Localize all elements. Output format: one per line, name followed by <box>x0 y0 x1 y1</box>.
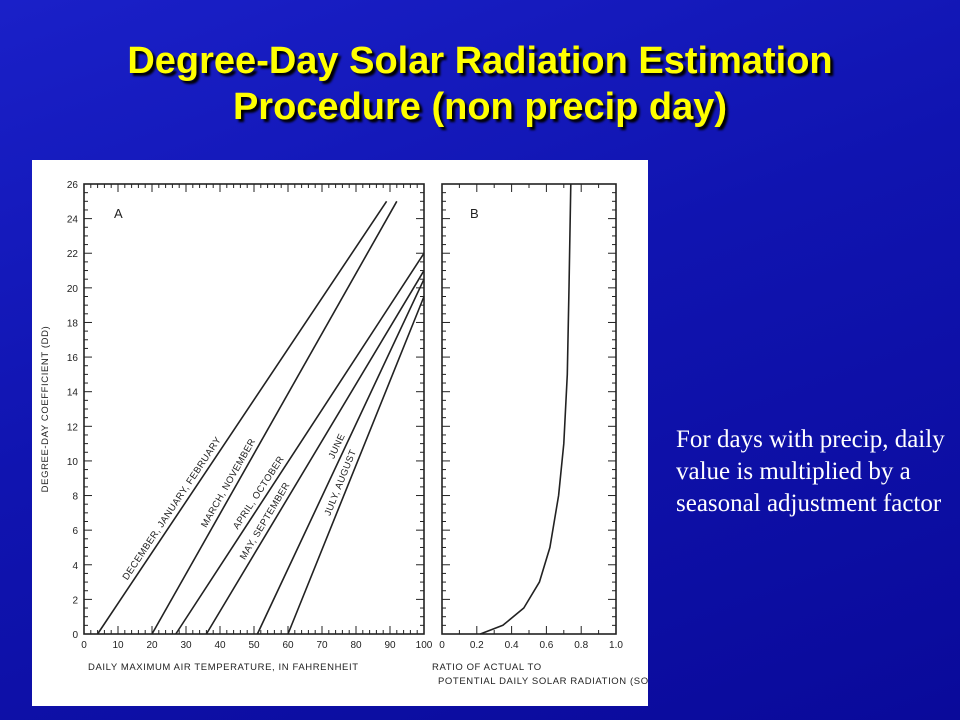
x-tick-label: 1.0 <box>609 640 623 651</box>
x-tick-label: 40 <box>214 640 226 651</box>
y-tick-label: 26 <box>67 180 79 191</box>
series-line <box>205 270 425 635</box>
y-tick-label: 2 <box>72 595 78 606</box>
x-axis-label-b: POTENTIAL DAILY SOLAR RADIATION (SOLF) <box>438 676 648 687</box>
series-line <box>175 252 425 635</box>
x-tick-label: 0 <box>439 640 445 651</box>
x-axis-label-b: RATIO OF ACTUAL TO <box>432 662 542 673</box>
x-tick-label: 0.4 <box>505 640 519 651</box>
slide-title-line-1: Degree-Day Solar Radiation Estimation <box>127 40 833 82</box>
y-tick-label: 24 <box>67 215 79 226</box>
y-tick-label: 12 <box>67 422 79 433</box>
slide-title: Degree-Day Solar Radiation Estimation Pr… <box>0 38 960 130</box>
x-tick-label: 0.8 <box>574 640 588 651</box>
y-tick-label: 6 <box>72 526 78 537</box>
x-tick-label: 10 <box>112 640 124 651</box>
y-tick-label: 16 <box>67 353 79 364</box>
panel-label-b: B <box>470 206 479 221</box>
slide-title-line-2: Procedure (non precip day) <box>232 86 728 128</box>
x-tick-label: 50 <box>248 640 260 651</box>
series-line <box>256 278 425 635</box>
y-tick-label: 22 <box>67 249 79 260</box>
panel-b: 0 0.2 0.4 0.6 0.8 1.0 B RATIO OF ACTUAL TO POTEN… <box>432 183 648 687</box>
series-line <box>96 200 388 635</box>
y-tick-label: 8 <box>72 492 78 503</box>
panel-b-frame <box>441 183 617 635</box>
y-tick-label: 18 <box>67 318 79 329</box>
y-tick-label: 14 <box>67 388 79 399</box>
series-line <box>287 296 425 635</box>
x-axis-label-a: DAILY MAXIMUM AIR TEMPERATURE, IN FAHREN… <box>88 662 359 673</box>
y-tick-label: 4 <box>72 561 78 572</box>
y-tick-label: 10 <box>67 457 79 468</box>
side-note: For days with precip, daily value is mul… <box>676 426 945 517</box>
x-tick-label: 100 <box>416 640 433 651</box>
x-tick-label: 70 <box>316 640 328 651</box>
x-tick-label: 0.6 <box>539 640 553 651</box>
x-tick-label: 80 <box>350 640 362 651</box>
series-curve <box>480 183 572 635</box>
chart-figure: 0 2 4 6 8 10 12 14 16 18 20 22 24 26 0 10 20 30 40 50 60 70 80… <box>32 160 648 706</box>
x-tick-label: 90 <box>384 640 396 651</box>
panel-label-a: A <box>114 206 123 221</box>
x-tick-label: 20 <box>146 640 158 651</box>
y-axis-label: DEGREE-DAY COEFFICIENT (DD) <box>40 326 51 493</box>
x-tick-label: 60 <box>282 640 294 651</box>
x-tick-label: 0.2 <box>470 640 484 651</box>
x-tick-label: 30 <box>180 640 192 651</box>
y-tick-label: 0 <box>72 630 78 641</box>
series-line <box>151 200 398 635</box>
y-tick-label: 20 <box>67 284 79 295</box>
x-tick-label: 0 <box>81 640 87 651</box>
